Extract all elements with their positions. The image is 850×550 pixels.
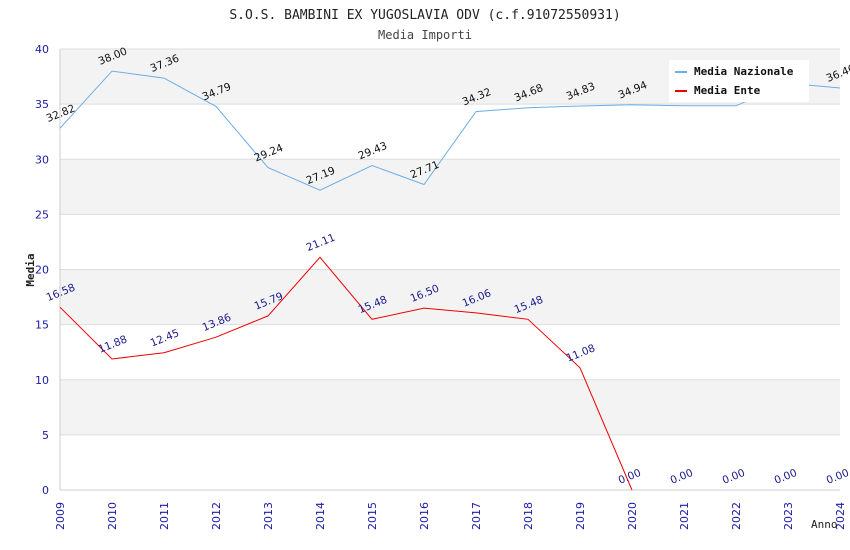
y-axis-title: Media xyxy=(24,253,37,286)
chart-subtitle: Media Importi xyxy=(378,28,472,42)
x-tick-label: 2017 xyxy=(470,502,483,530)
legend-label-media-nazionale: Media Nazionale xyxy=(694,65,794,78)
plot-band xyxy=(60,324,840,380)
x-tick-label: 2009 xyxy=(54,502,67,530)
series-line-media-nazionale xyxy=(59,70,841,191)
y-tick-label: 5 xyxy=(42,429,49,442)
series-lines xyxy=(59,70,841,491)
x-axis-title: Anno xyxy=(811,518,838,531)
y-tick-label: 40 xyxy=(35,43,49,56)
x-tick-label: 2023 xyxy=(782,502,795,530)
plot-band xyxy=(60,269,840,325)
x-tick-label: 2019 xyxy=(574,502,587,530)
x-tick-label: 2016 xyxy=(418,502,431,530)
plot-band xyxy=(60,214,840,270)
x-tick-label: 2018 xyxy=(522,502,535,530)
x-tick-label: 2012 xyxy=(210,502,223,530)
x-tick-label: 2020 xyxy=(626,502,639,530)
chart-title: S.O.S. BAMBINI EX YUGOSLAVIA ODV (c.f.91… xyxy=(229,8,620,23)
x-tick-label: 2011 xyxy=(158,502,171,530)
y-tick-label: 30 xyxy=(35,153,49,166)
x-tick-labels: 2009 2010 2011 2012 2013 2014 2015 2016 2017 2018… xyxy=(54,502,847,530)
x-tick-label: 2013 xyxy=(262,502,275,530)
x-tick-label: 2014 xyxy=(314,502,327,530)
y-tick-labels: 0 5 10 15 20 25 30 35 40 xyxy=(35,43,49,497)
legend-label-media-ente: Media Ente xyxy=(694,84,761,97)
y-tick-label: 10 xyxy=(35,374,49,387)
y-tick-label: 0 xyxy=(42,484,49,497)
plot-band xyxy=(60,379,840,435)
series-line-media-ente xyxy=(59,256,633,491)
y-tick-label: 20 xyxy=(35,264,49,277)
legend-box xyxy=(669,60,809,102)
legend: Media Nazionale Media Ente xyxy=(669,60,809,102)
x-tick-label: 2024 xyxy=(834,502,847,530)
y-tick-label: 35 xyxy=(35,98,49,111)
plot-background-bands xyxy=(60,49,840,490)
x-tick-label: 2021 xyxy=(678,502,691,530)
x-tick-label: 2015 xyxy=(366,502,379,530)
y-tick-label: 15 xyxy=(35,319,49,332)
y-tick-label: 25 xyxy=(35,208,49,221)
x-tick-label: 2022 xyxy=(730,502,743,530)
x-tick-label: 2010 xyxy=(106,502,119,530)
plot-band xyxy=(60,104,840,160)
plot-band xyxy=(60,434,840,490)
plot-band xyxy=(60,159,840,215)
